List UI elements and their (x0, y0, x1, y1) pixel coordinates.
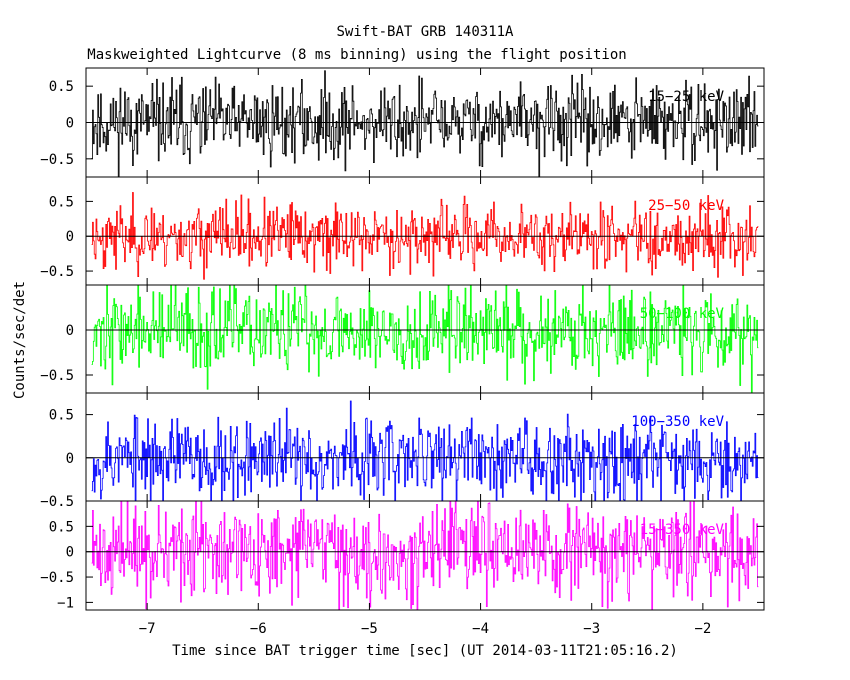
x-tick-label: −7 (139, 621, 156, 637)
y-tick-label: −0.5 (40, 494, 74, 510)
y-tick-label: 0 (66, 229, 74, 245)
x-tick-label: −4 (472, 621, 489, 637)
band-label: 25−50 keV (648, 198, 724, 214)
panel-2: −0.5 0 0.5 25−50 keV (40, 176, 764, 285)
panel-5: −1 −0.5 0 0.5 15−350 keV (40, 500, 764, 611)
x-tick-label: −6 (250, 621, 267, 637)
band-label: 15−25 keV (648, 89, 724, 105)
plot-frame (85, 67, 765, 611)
y-tick-label: −0.5 (40, 152, 74, 168)
x-tick-label: −2 (694, 621, 711, 637)
chart-title: Swift-BAT GRB 140311A (336, 24, 514, 40)
y-tick-label: 0 (66, 323, 74, 339)
y-tick-label: 0 (66, 451, 74, 467)
series-line-4 (91, 400, 759, 501)
y-tick-label: −0.5 (40, 570, 74, 586)
x-tick-label: −5 (361, 621, 378, 637)
band-label: 50−100 keV (640, 306, 725, 322)
band-label: 100−350 keV (631, 414, 724, 430)
series-line-1 (91, 70, 759, 177)
y-tick-label: 0.5 (49, 519, 74, 535)
band-label: 15−350 keV (640, 522, 725, 538)
y-tick-label: 0 (66, 545, 74, 561)
panel-3: −0.5 0 50−100 keV (40, 284, 764, 393)
chart-subtitle: Maskweighted Lightcurve (8 ms binning) u… (87, 47, 626, 63)
x-tick-label: −3 (583, 621, 600, 637)
y-axis-label: Counts/sec/det (12, 281, 28, 399)
y-tick-label: −0.5 (40, 264, 74, 280)
panels-group: −0.5 0 0.5 15−25 keV −0.5 0 0.5 25−50 keV −0.5 0 5… (40, 68, 764, 611)
y-tick-label: −0.5 (40, 368, 74, 384)
x-axis-label: Time since BAT trigger time [sec] (UT 20… (172, 643, 678, 659)
panel-4: −0.5 0 0.5 100−350 keV (40, 392, 764, 510)
y-tick-label: 0.5 (49, 194, 74, 210)
y-tick-label: −1 (57, 595, 74, 611)
y-tick-label: 0.5 (49, 408, 74, 424)
x-axis-ticks: −7 −6 −5 −4 −3 −2 (139, 621, 712, 637)
series-line-5 (91, 501, 759, 610)
series-line-2 (91, 192, 759, 280)
panel-1: −0.5 0 0.5 15−25 keV (40, 68, 764, 177)
y-tick-label: 0.5 (49, 79, 74, 95)
y-tick-label: 0 (66, 116, 74, 132)
series-line-3 (91, 285, 759, 393)
